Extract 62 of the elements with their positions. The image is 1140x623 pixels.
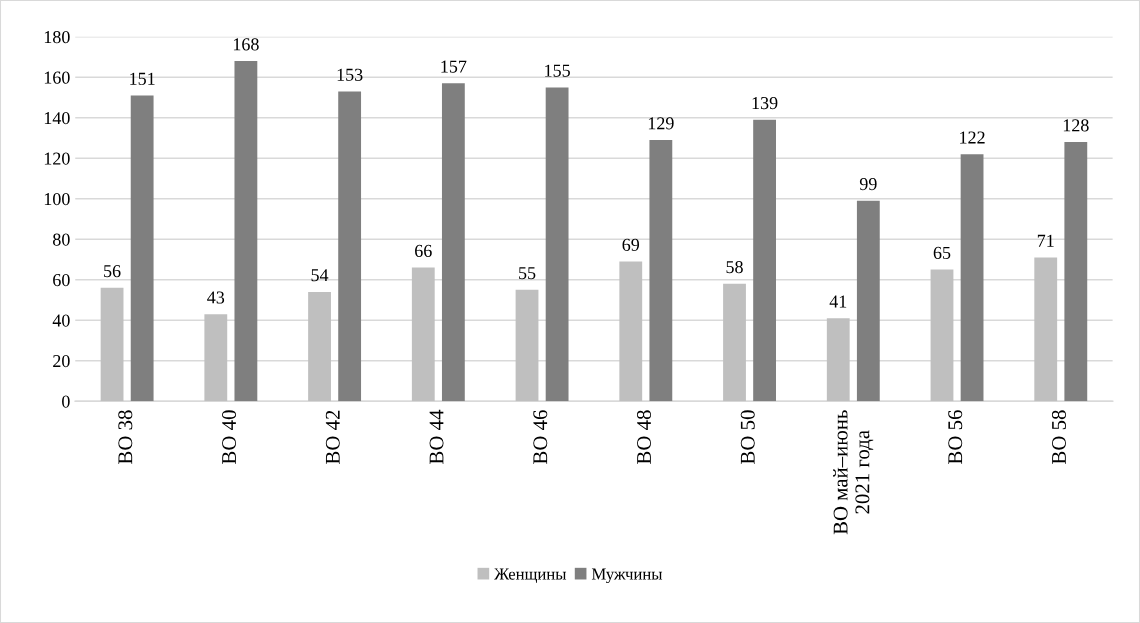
- data-label: 65: [933, 246, 951, 259]
- bar: [1064, 142, 1088, 402]
- data-label: 155: [545, 64, 570, 77]
- x-tick-label: ВО 40: [222, 410, 237, 464]
- y-tick-label: 140: [44, 112, 70, 125]
- bar: [856, 200, 880, 402]
- y-tick-label: 80: [53, 233, 70, 246]
- data-label: 122: [960, 131, 985, 144]
- y-tick-label: 120: [44, 152, 70, 165]
- data-label: 157: [441, 60, 467, 73]
- data-label: 128: [1063, 119, 1089, 132]
- x-tick-label: ВО 46: [533, 410, 548, 464]
- y-tick-label: 60: [53, 273, 70, 287]
- data-label: 55: [519, 267, 536, 280]
- data-label: 168: [233, 38, 259, 51]
- x-tick-label: ВО 50: [740, 410, 755, 464]
- bar: [100, 287, 124, 402]
- x-tick-label: ВО 58: [1051, 410, 1066, 464]
- y-tick-label: 160: [44, 71, 70, 84]
- data-label: 58: [726, 260, 743, 274]
- data-label: 129: [648, 117, 674, 130]
- bar: [930, 269, 954, 402]
- y-tick-label: 100: [44, 192, 70, 206]
- y-tick-label: 20: [53, 354, 70, 368]
- bar: [753, 119, 776, 402]
- bar: [441, 83, 465, 402]
- y-tick-label: 0: [62, 395, 70, 408]
- bar: [130, 95, 154, 402]
- bar: [649, 140, 673, 402]
- y-tick-label: 180: [44, 31, 70, 44]
- data-label: 43: [207, 291, 225, 304]
- bar: [515, 289, 539, 402]
- x-tick-label: ВО 42: [325, 410, 340, 464]
- legend-label: Мужчины: [591, 568, 663, 584]
- bar: [545, 87, 569, 402]
- x-tick-label: ВО 44: [429, 409, 444, 464]
- data-label: 54: [311, 269, 329, 282]
- x-tick-label: ВО 38: [118, 410, 133, 464]
- bar: [338, 91, 362, 402]
- y-tick-label: 40: [52, 314, 70, 327]
- x-tick-label: ВО 56: [948, 410, 963, 464]
- bar: [411, 267, 435, 402]
- bar: [619, 261, 643, 402]
- data-label: 153: [337, 68, 363, 81]
- data-label: 99: [859, 178, 877, 191]
- data-label: 66: [415, 244, 432, 257]
- data-label: 151: [130, 72, 155, 85]
- data-label: 41: [829, 295, 847, 308]
- bar: [234, 61, 258, 402]
- bar: [308, 291, 331, 402]
- bar: [1034, 257, 1058, 402]
- x-tick-label: ВО 48: [636, 410, 652, 464]
- bar: [723, 283, 746, 402]
- x-tick-label: ВО май–июнь 2021 года: [833, 410, 874, 535]
- bar: [960, 154, 984, 402]
- bar: [826, 318, 850, 402]
- bar: [204, 314, 228, 402]
- data-label: 56: [104, 265, 121, 278]
- data-label: 139: [752, 97, 778, 110]
- data-label: 69: [622, 238, 640, 251]
- legend-label: Женщины: [494, 568, 567, 583]
- data-label: 71: [1037, 234, 1054, 247]
